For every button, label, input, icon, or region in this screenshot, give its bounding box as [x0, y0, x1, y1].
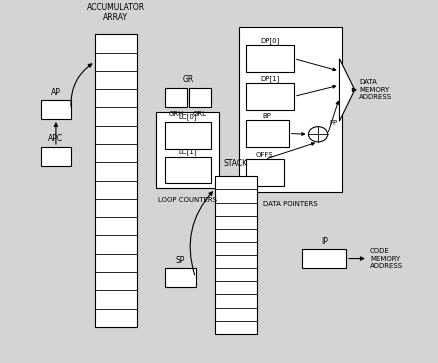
Bar [165, 268, 195, 287]
Text: AP: AP [51, 87, 61, 97]
Text: DATA
MEMORY
ADDRESS: DATA MEMORY ADDRESS [358, 79, 391, 100]
Bar [165, 156, 210, 183]
Bar [165, 122, 210, 149]
Text: SP: SP [175, 256, 184, 265]
Bar [302, 249, 345, 268]
Bar [95, 34, 136, 327]
Text: GR: GR [182, 76, 193, 85]
Text: IP: IP [320, 237, 327, 246]
Text: BP: BP [262, 113, 271, 119]
Text: GRH: GRH [168, 111, 183, 117]
Bar [41, 100, 71, 119]
Bar [245, 120, 288, 147]
Text: STACK: STACK [223, 159, 247, 168]
Text: APC: APC [48, 134, 64, 143]
Text: ACCUMULATOR
ARRAY: ACCUMULATOR ARRAY [87, 3, 145, 22]
Polygon shape [339, 59, 354, 121]
Bar [215, 176, 256, 334]
Bar [245, 83, 293, 110]
Circle shape [308, 127, 327, 142]
Text: LC[0]: LC[0] [178, 114, 197, 121]
Text: DATA POINTERS: DATA POINTERS [262, 200, 317, 207]
Text: DP[1]: DP[1] [259, 75, 279, 82]
Text: CODE
MEMORY
ADDRESS: CODE MEMORY ADDRESS [369, 248, 402, 269]
Bar [245, 45, 293, 72]
Bar [165, 88, 187, 107]
Text: DP[0]: DP[0] [259, 37, 279, 44]
Text: LC[1]: LC[1] [178, 148, 197, 155]
Bar [188, 88, 210, 107]
Bar [156, 112, 219, 188]
Text: FP: FP [328, 120, 337, 126]
Text: GRL: GRL [192, 111, 206, 117]
Bar [41, 147, 71, 166]
Text: OFFS: OFFS [255, 152, 273, 158]
Bar [239, 27, 341, 192]
Text: LOOP COUNTERS: LOOP COUNTERS [158, 197, 217, 203]
Bar [245, 159, 283, 185]
